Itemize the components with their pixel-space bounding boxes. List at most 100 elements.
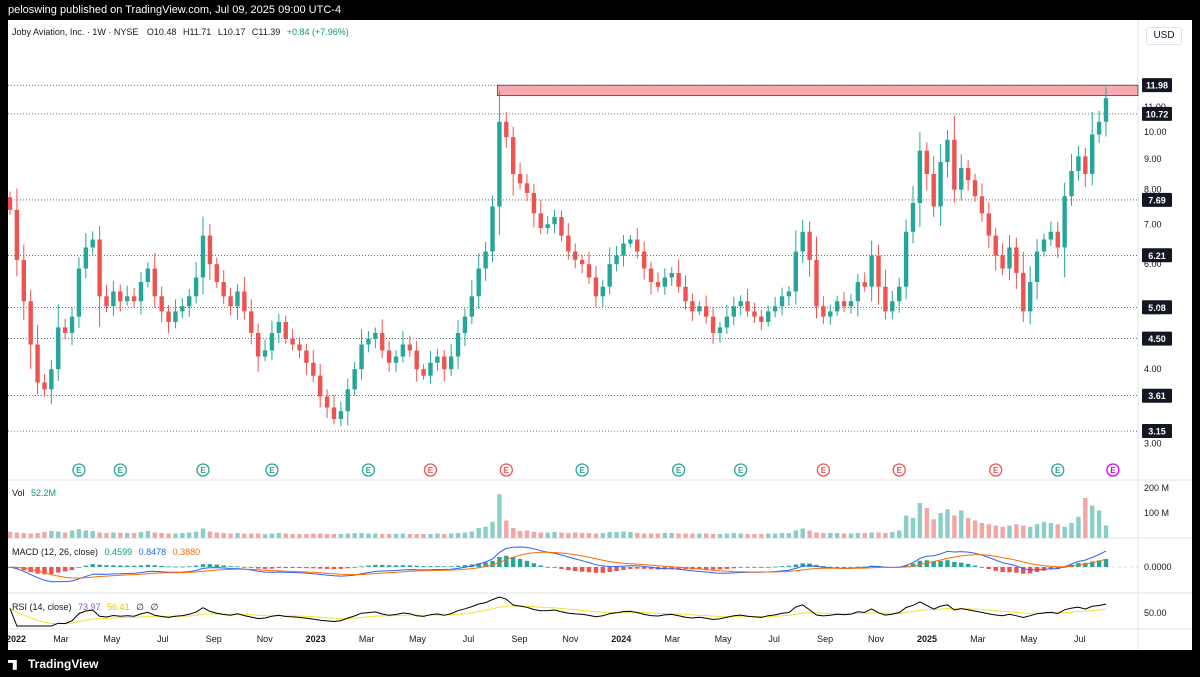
candle-body[interactable]	[669, 272, 674, 278]
volume-bar[interactable]	[1062, 526, 1067, 538]
volume-bar[interactable]	[76, 529, 82, 538]
candle-body[interactable]	[965, 167, 971, 181]
candle-body[interactable]	[635, 239, 640, 252]
volume-bar[interactable]	[766, 533, 771, 539]
volume-bar[interactable]	[462, 532, 468, 539]
volume-bar[interactable]	[407, 534, 412, 538]
macd-histogram-bar[interactable]	[311, 567, 316, 569]
volume-bar[interactable]	[952, 515, 957, 539]
candle-body[interactable]	[510, 137, 516, 174]
macd-histogram-bar[interactable]	[173, 566, 178, 568]
candle-body[interactable]	[49, 369, 54, 390]
candle-body[interactable]	[890, 301, 895, 312]
macd-histogram-bar[interactable]	[442, 566, 447, 568]
macd-histogram-bar[interactable]	[145, 564, 151, 567]
volume-bar[interactable]	[421, 534, 426, 538]
candle-body[interactable]	[249, 311, 254, 333]
volume-bar[interactable]	[848, 533, 854, 539]
volume-bar[interactable]	[1103, 525, 1109, 539]
macd-histogram-bar[interactable]	[724, 567, 730, 569]
macd-histogram-bar[interactable]	[704, 567, 709, 570]
candle-body[interactable]	[607, 264, 612, 287]
volume-bar[interactable]	[469, 531, 475, 539]
macd-histogram-bar[interactable]	[772, 566, 778, 568]
candle-body[interactable]	[779, 296, 785, 307]
candle-body[interactable]	[7, 197, 13, 210]
volume-bar[interactable]	[56, 531, 61, 539]
macd-histogram-bar[interactable]	[848, 567, 854, 568]
volume-bar[interactable]	[83, 530, 89, 539]
candle-body[interactable]	[338, 411, 344, 419]
earnings-icon[interactable]	[113, 463, 127, 477]
macd-histogram-bar[interactable]	[111, 565, 116, 567]
volume-bar[interactable]	[249, 533, 254, 539]
volume-bar[interactable]	[159, 533, 164, 538]
earnings-icon[interactable]	[734, 463, 748, 477]
volume-bar[interactable]	[1069, 523, 1074, 538]
volume-bar[interactable]	[834, 533, 840, 538]
volume-bar[interactable]	[731, 533, 736, 538]
candle-body[interactable]	[945, 139, 950, 163]
candle-body[interactable]	[304, 350, 309, 363]
volume-bar[interactable]	[545, 532, 550, 539]
macd-histogram-bar[interactable]	[697, 567, 702, 570]
chart-canvas[interactable]: Joby Aviation, Inc. · 1W · NYSE O10.48 H…	[6, 20, 1192, 650]
volume-bar[interactable]	[531, 531, 537, 538]
candle-body[interactable]	[214, 264, 219, 283]
volume-bar[interactable]	[200, 528, 206, 539]
candle-body[interactable]	[1041, 239, 1047, 252]
volume-bar[interactable]	[138, 532, 144, 538]
candle-body[interactable]	[380, 332, 385, 351]
candle-body[interactable]	[69, 316, 75, 333]
candle-body[interactable]	[476, 268, 481, 297]
macd-histogram-bar[interactable]	[834, 566, 840, 568]
volume-bar[interactable]	[593, 533, 599, 539]
volume-bar[interactable]	[655, 533, 661, 539]
volume-bar[interactable]	[62, 532, 68, 539]
macd-histogram-bar[interactable]	[159, 565, 164, 567]
macd-histogram-bar[interactable]	[83, 565, 89, 567]
candle-body[interactable]	[545, 224, 550, 228]
macd-histogram-bar[interactable]	[235, 566, 240, 568]
candle-body[interactable]	[35, 344, 40, 383]
candle-body[interactable]	[393, 356, 399, 363]
volume-bar[interactable]	[90, 531, 95, 538]
volume-bar[interactable]	[924, 508, 929, 538]
volume-bar[interactable]	[917, 503, 923, 538]
macd-histogram-bar[interactable]	[745, 567, 750, 568]
volume-bar[interactable]	[621, 531, 626, 539]
volume-bar[interactable]	[579, 533, 585, 538]
macd-histogram-bar[interactable]	[559, 567, 564, 570]
volume-bar[interactable]	[386, 534, 392, 538]
volume-bar[interactable]	[207, 531, 213, 539]
candle-body[interactable]	[704, 306, 709, 317]
volume-bar[interactable]	[131, 533, 137, 538]
candle-body[interactable]	[152, 268, 157, 297]
macd-histogram-bar[interactable]	[1000, 567, 1005, 573]
candle-body[interactable]	[311, 362, 316, 376]
volume-bar[interactable]	[152, 532, 157, 539]
volume-bar[interactable]	[724, 533, 730, 539]
candle-body[interactable]	[903, 231, 909, 287]
macd-histogram-bar[interactable]	[628, 567, 633, 569]
macd-histogram-bar[interactable]	[338, 567, 344, 569]
macd-histogram-bar[interactable]	[903, 565, 909, 567]
candle-body[interactable]	[62, 327, 68, 333]
candle-body[interactable]	[724, 316, 730, 328]
candle-body[interactable]	[1069, 170, 1074, 197]
volume-bar[interactable]	[283, 533, 288, 539]
macd-histogram-bar[interactable]	[710, 567, 716, 570]
volume-bar[interactable]	[373, 533, 378, 539]
macd-histogram-bar[interactable]	[193, 565, 199, 567]
volume-bar[interactable]	[173, 533, 178, 539]
macd-histogram-bar[interactable]	[910, 563, 916, 567]
volume-bar[interactable]	[297, 534, 302, 538]
volume-bar[interactable]	[28, 533, 33, 539]
volume-bar[interactable]	[993, 525, 998, 539]
macd-histogram-bar[interactable]	[600, 567, 606, 573]
candle-body[interactable]	[118, 291, 123, 302]
rsi-line[interactable]	[9, 596, 1107, 627]
macd-histogram-bar[interactable]	[152, 565, 157, 567]
macd-histogram-bar[interactable]	[579, 567, 585, 572]
volume-bar[interactable]	[255, 533, 261, 539]
